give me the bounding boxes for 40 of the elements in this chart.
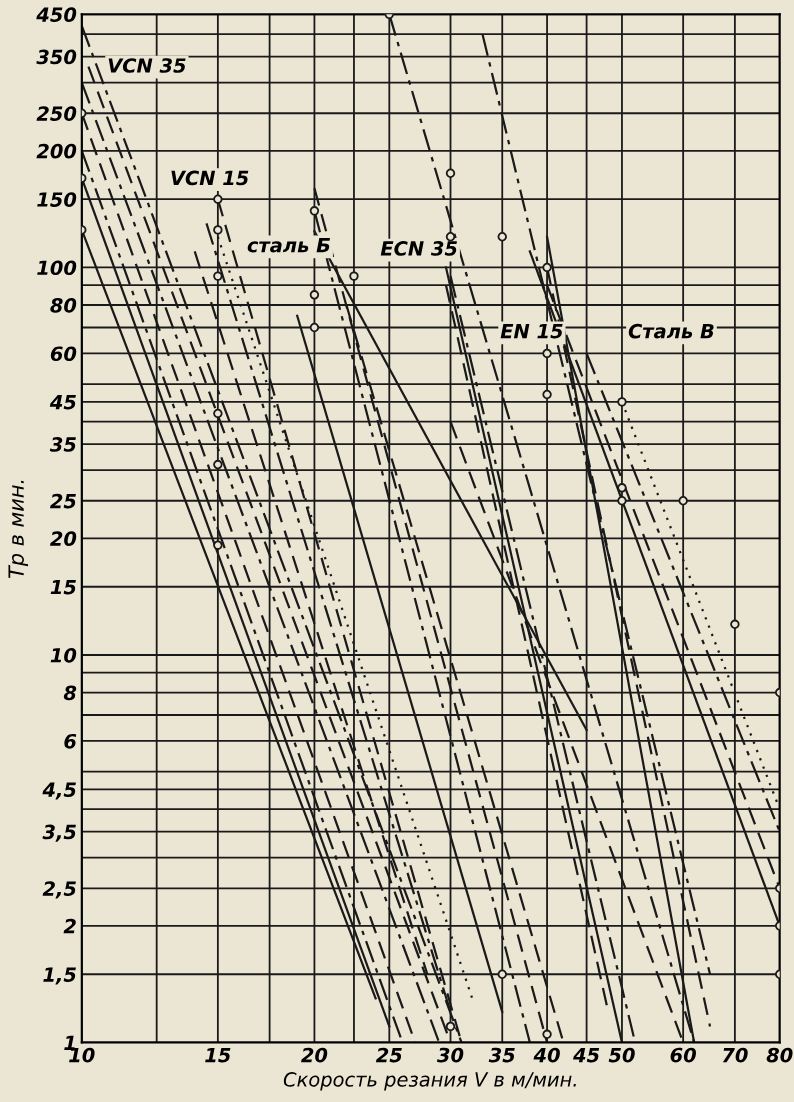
- y-tick-label: 2: [63, 918, 76, 934]
- y-tick-label: 450: [36, 7, 77, 22]
- y-tick-label: 100: [37, 260, 77, 276]
- x-tick-label: 15: [205, 1047, 231, 1063]
- x-tick-label: 40: [533, 1047, 560, 1063]
- y-tick-label: 60: [50, 346, 77, 362]
- y-tick-label: 250: [36, 106, 77, 121]
- y-tick-label: 8: [63, 685, 77, 701]
- x-tick-label: 20: [301, 1047, 328, 1063]
- x-tick-label: 45: [573, 1047, 600, 1063]
- x-tick-label: 35: [488, 1047, 515, 1063]
- y-tick-label: 350: [36, 49, 77, 65]
- x-tick-label: 70: [722, 1047, 748, 1063]
- y-tick-label: 2,5: [42, 881, 76, 899]
- annotation: ECN 35: [380, 241, 457, 256]
- y-tick-label: 80: [50, 297, 77, 313]
- y-axis-title: Tp в мин.: [8, 480, 28, 578]
- annotation: EN 15: [500, 323, 563, 339]
- x-tick-label: 60: [670, 1047, 696, 1063]
- y-tick-label: 1,5: [43, 967, 76, 985]
- y-tick-label: 45: [49, 395, 76, 410]
- y-tick-label: 15: [50, 579, 76, 595]
- x-tick-label: 25: [375, 1047, 402, 1063]
- annotation: Сталь В: [628, 323, 714, 339]
- y-tick-label: 35: [49, 437, 76, 452]
- y-tick-label: 25: [50, 493, 76, 509]
- y-tick-label: 200: [36, 143, 77, 159]
- y-tick-label: 3,5: [42, 824, 76, 842]
- y-tick-label: 4,5: [42, 782, 76, 800]
- y-tick-label: 6: [64, 733, 77, 749]
- x-tick-label: 30: [436, 1047, 464, 1063]
- y-tick-label: 150: [37, 192, 77, 207]
- y-tick-label: 10: [50, 647, 77, 663]
- x-tick-label: 80: [766, 1047, 793, 1063]
- annotation: сталь Б: [247, 238, 331, 253]
- y-tick-label: 20: [50, 531, 77, 546]
- x-tick-label: 50: [608, 1047, 635, 1063]
- x-axis-title: Скорость резания V в м/мин.: [283, 1072, 576, 1091]
- annotation: VCN 35: [108, 58, 186, 73]
- annotation: VCN 15: [171, 170, 249, 186]
